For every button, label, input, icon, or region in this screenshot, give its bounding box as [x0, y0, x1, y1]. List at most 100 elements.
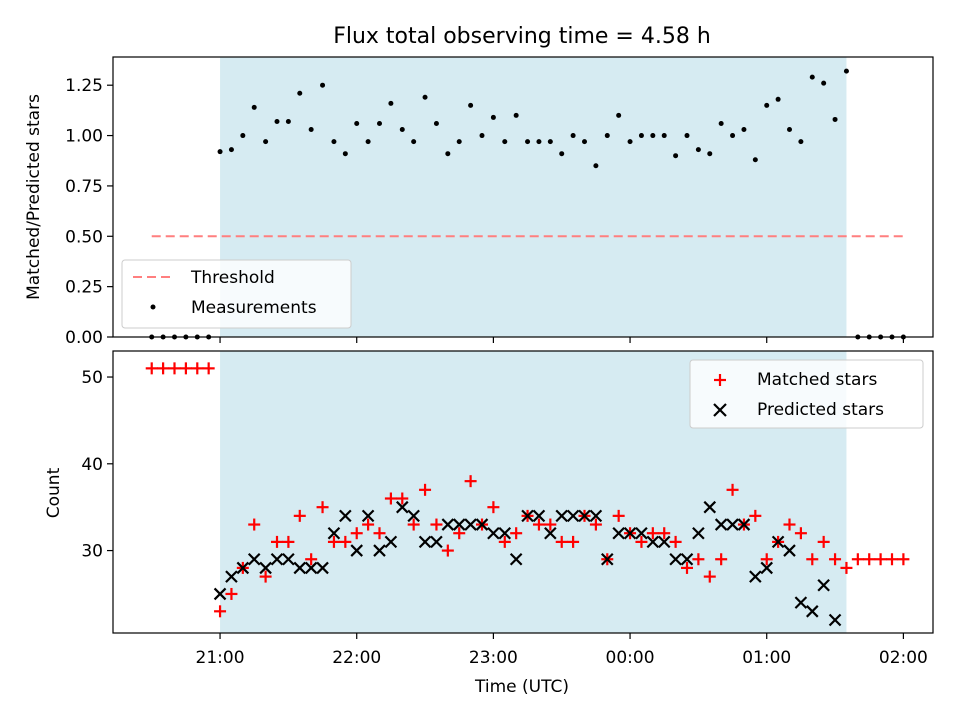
measurement-point	[616, 112, 622, 118]
measurement-point	[673, 153, 679, 159]
matched-star-point	[498, 535, 511, 548]
predicted-star-point	[407, 509, 420, 523]
matched-star-point	[783, 518, 796, 531]
predicted-star-point	[350, 544, 364, 557]
matched-star-point	[760, 553, 773, 566]
measurement-point	[684, 133, 690, 139]
measurement-point	[764, 102, 770, 108]
measurement-point	[832, 116, 838, 122]
time-x-tick-label: 21:00	[196, 648, 245, 668]
predicted-star-point	[726, 518, 739, 531]
matched-star-point	[749, 509, 762, 522]
matched-star-point	[669, 535, 682, 548]
predicted-star-point	[430, 535, 443, 549]
matched-star-point	[259, 570, 272, 583]
predicted-star-point	[293, 561, 307, 575]
measurement-point	[843, 68, 849, 74]
time-x-tick-label: 02:00	[879, 648, 928, 668]
measurement-point	[228, 147, 234, 153]
matched-star-point	[350, 527, 363, 540]
measurement-point	[274, 118, 280, 124]
measurement-point	[593, 163, 599, 169]
ratio-panel: 0.00 0.25 0.50 0.75 1.00 1.25 Matched/Predict…	[24, 56, 934, 348]
matched-star-point	[419, 483, 432, 496]
predicted-star-point	[270, 552, 284, 566]
matched-star-point	[225, 587, 238, 600]
legend-predicted-label: Predicted stars	[757, 400, 884, 420]
measurement-point	[650, 133, 656, 139]
predicted-star-point	[339, 509, 352, 523]
ratio-y-tick-label: 1.00	[65, 127, 103, 147]
count-y-tick-label: 40	[81, 455, 103, 475]
predicted-star-point	[589, 509, 603, 523]
matched-star-point	[248, 518, 261, 531]
predicted-star-point	[680, 552, 694, 566]
predicted-star-point	[760, 561, 774, 575]
matched-star-point	[145, 362, 158, 375]
matched-star-point	[464, 475, 477, 488]
matched-star-point	[681, 561, 693, 574]
measurement-point	[468, 102, 474, 108]
measurement-point	[490, 114, 496, 120]
measurement-point	[456, 139, 462, 145]
matched-star-point	[453, 527, 466, 540]
time-x-tick-label: 01:00	[742, 648, 791, 668]
predicted-star-point	[213, 587, 227, 601]
count-y-axis: 30 40 50	[81, 368, 113, 562]
measurement-point	[707, 151, 713, 157]
matched-star-point	[635, 535, 648, 548]
measurement-point	[183, 334, 189, 340]
predicted-star-point	[316, 561, 329, 575]
matched-star-point	[532, 518, 545, 531]
matched-star-point	[168, 362, 181, 375]
matched-star-point	[806, 553, 819, 566]
predicted-star-point	[452, 518, 466, 531]
time-x-axis: 21:00 22:00 23:00 00:00 01:00 02:00	[196, 633, 928, 668]
matched-star-point	[327, 535, 340, 548]
predicted-star-point	[794, 596, 808, 609]
measurement-point	[194, 334, 200, 340]
measurement-point	[570, 133, 576, 139]
measurement-point	[513, 112, 519, 118]
predicted-star-point	[225, 570, 238, 583]
matched-star-point	[191, 362, 204, 375]
measurement-point	[730, 133, 736, 139]
measurement-point	[809, 74, 815, 80]
predicted-star-point	[304, 561, 318, 575]
ratio-x-ticks	[219, 337, 904, 343]
ratio-y-tick-label: 0.50	[65, 227, 103, 247]
measurement-point	[399, 127, 405, 133]
matched-star-point	[214, 605, 227, 618]
ratio-y-tick-label: 0.75	[65, 177, 103, 197]
matched-star-point	[567, 535, 580, 548]
matched-star-point	[703, 570, 716, 583]
measurement-point	[525, 139, 531, 145]
predicted-star-point	[544, 526, 557, 540]
matched-star-point	[612, 509, 625, 522]
measurement-point	[206, 334, 212, 340]
predicted-star-point	[418, 535, 432, 549]
measurement-point	[536, 139, 542, 145]
measurement-point	[342, 151, 348, 157]
measurement-point	[263, 139, 269, 145]
matched-star-point	[384, 492, 397, 505]
matched-star-point	[179, 362, 192, 375]
measurement-point	[479, 133, 485, 139]
matched-star-point	[157, 362, 170, 375]
matched-star-point	[487, 501, 500, 514]
predicted-star-point	[327, 526, 341, 540]
measurement-point	[775, 96, 781, 102]
count-plot-frame	[112, 350, 934, 634]
matched-star-point	[897, 553, 910, 566]
legend-matched-label: Matched stars	[757, 370, 877, 390]
predicted-star-point	[395, 500, 409, 514]
measurement-point	[285, 118, 291, 124]
count-y-tick-label: 30	[81, 542, 103, 562]
matched-star-point	[430, 518, 443, 531]
predicted-star-point	[646, 535, 660, 549]
measurement-point	[638, 133, 644, 139]
predicted-star-point	[635, 526, 648, 540]
predicted-star-point	[692, 526, 705, 540]
predicted-star-point	[737, 518, 751, 531]
